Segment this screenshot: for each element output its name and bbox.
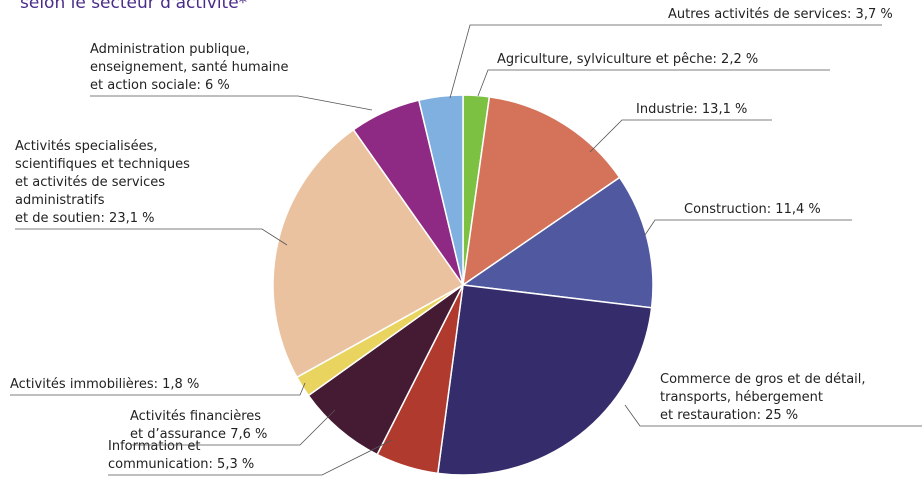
leader-line	[130, 409, 336, 446]
label-line: et de soutien	[15, 211, 101, 226]
chart-title: selon le secteur d'activité*	[20, 0, 247, 13]
leader-line	[108, 439, 393, 476]
leader-line	[449, 24, 882, 99]
label-line: Activités specialisées,	[15, 139, 157, 154]
label-line: scientifiques et techniques	[15, 157, 190, 172]
label-line: Agriculture, sylviculture et pêche	[497, 52, 713, 67]
label-line: Activités financières	[130, 409, 261, 424]
label-line: et restauration	[660, 408, 757, 423]
slice-label: Administration publique, enseignement, sa…	[90, 42, 289, 93]
pie-slice	[417, 94, 464, 286]
slice-label: Activités immobilières: 1,8 %	[10, 377, 199, 392]
label-line: transports, hébergement	[660, 390, 823, 405]
label-line: Industrie	[636, 102, 693, 117]
value-label: : 13,1 %	[693, 102, 747, 117]
label-line: et activités de services	[15, 175, 165, 190]
label-line: Administration publique,	[90, 42, 250, 57]
value-label: 7,6 %	[226, 427, 267, 442]
slice-label: Autres activités de services: 3,7 %	[668, 7, 893, 22]
leader-line	[15, 228, 288, 246]
pie-slice	[436, 284, 653, 476]
slice-label: Commerce de gros et de détail, transports…	[660, 372, 866, 423]
value-label: : 3,7 %	[847, 7, 893, 22]
slice-label: Construction: 11,4 %	[684, 202, 821, 217]
label-line: Information et	[108, 439, 200, 454]
value-label: : 2,2 %	[713, 52, 759, 67]
label-line: Activités immobilières	[10, 377, 154, 392]
value-label: : 23,1 %	[101, 211, 155, 226]
label-line: administratifs	[15, 193, 105, 208]
label-line: Commerce de gros et de détail,	[660, 372, 866, 387]
value-label: : 11,4 %	[767, 202, 821, 217]
leader-line	[644, 219, 852, 236]
pie-slice	[272, 128, 465, 379]
leader-line	[477, 69, 830, 97]
leader-line	[90, 95, 373, 111]
value-label: : 1,8 %	[154, 377, 200, 392]
label-line: enseignement, santé humaine	[90, 60, 289, 75]
value-label: : 25 %	[757, 408, 799, 423]
label-line: et action sociale	[90, 78, 196, 93]
label-line: Construction	[684, 202, 767, 217]
value-label: : 6 %	[196, 78, 229, 93]
slice-label: Activités financières et d’assurance 7,6 …	[130, 409, 267, 442]
slice-label: Activités specialisées, scientifiques et …	[15, 139, 190, 226]
label-line: et d’assurance	[130, 427, 226, 442]
value-label: : 5,3 %	[209, 457, 255, 472]
pie-slice	[460, 176, 654, 309]
pie-slice	[462, 95, 621, 287]
slice-label: Industrie: 13,1 %	[636, 102, 747, 117]
slice-label: Agriculture, sylviculture et pêche: 2,2 …	[497, 52, 758, 67]
slice-label: Information et communication: 5,3 %	[108, 439, 254, 472]
leader-line	[624, 404, 922, 427]
leader-line	[10, 382, 306, 396]
label-line: Autres activités de services	[668, 7, 847, 22]
leader-line	[589, 119, 772, 153]
label-line: communication	[108, 457, 209, 472]
